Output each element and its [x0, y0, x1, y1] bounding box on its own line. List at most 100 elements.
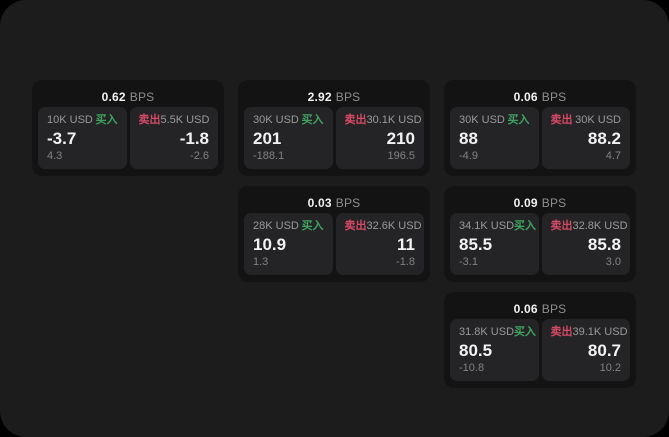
buy-side-label: 买入	[301, 114, 324, 126]
sell-notional: 32.6K USD	[366, 220, 422, 232]
bps-unit-label: BPS	[541, 301, 567, 316]
quote-card: 0.06 BPS 31.8K USD 买入 80.5 -10.8 卖出 39.1…	[444, 292, 636, 388]
sell-notional: 39.1K USD	[572, 326, 628, 338]
sell-sub-value: 196.5	[387, 150, 415, 162]
quote-column: 0.62 BPS 10K USD 买入 -3.7 4.3 卖出 5.5K USD…	[32, 80, 224, 176]
quote-panes: 31.8K USD 买入 80.5 -10.8 卖出 39.1K USD 80.…	[450, 319, 630, 381]
sell-pane-top: 卖出 32.6K USD	[344, 220, 422, 232]
bps-value: 2.92	[307, 89, 332, 104]
buy-main-value: 201	[253, 129, 282, 148]
sell-sub-value: -2.6	[190, 150, 209, 162]
buy-pane-top: 34.1K USD 买入	[459, 220, 536, 232]
sell-main-value: -1.8	[179, 129, 209, 148]
sell-notional: 30K USD	[575, 114, 621, 126]
sell-pane[interactable]: 卖出 30.1K USD 210 196.5	[335, 107, 424, 169]
buy-pane-top: 10K USD 买入	[47, 115, 118, 126]
buy-sub-value: 4.3	[47, 150, 63, 162]
buy-sub-value: 1.3	[253, 256, 269, 268]
quote-column: 2.92 BPS 30K USD 买入 201 -188.1 卖出 30.1K …	[238, 80, 430, 282]
bps-value: 0.09	[513, 195, 538, 210]
buy-side-label: 买入	[301, 220, 324, 232]
bps-value: 0.06	[513, 301, 538, 316]
sell-pane-top: 卖出 39.1K USD	[550, 326, 628, 338]
quote-panes: 30K USD 买入 88 -4.9 卖出 30K USD 88.2 4.7	[450, 107, 630, 169]
quote-card: 0.62 BPS 10K USD 买入 -3.7 4.3 卖出 5.5K USD…	[32, 80, 224, 176]
sell-pane-top: 卖出 30K USD	[551, 115, 622, 126]
card-header: 0.09 BPS	[450, 192, 630, 213]
quote-panes: 34.1K USD 买入 85.5 -3.1 卖出 32.8K USD 85.8…	[450, 213, 630, 275]
sell-sub-value: 3.0	[605, 256, 621, 268]
buy-notional: 34.1K USD	[459, 220, 515, 232]
sell-main-value: 11	[397, 235, 415, 254]
quote-column: 0.06 BPS 30K USD 买入 88 -4.9 卖出 30K USD 8…	[444, 80, 636, 388]
sell-pane[interactable]: 卖出 5.5K USD -1.8 -2.6	[129, 107, 218, 169]
buy-pane-top: 31.8K USD 买入	[459, 326, 536, 338]
quote-grid: 0.62 BPS 10K USD 买入 -3.7 4.3 卖出 5.5K USD…	[32, 80, 636, 388]
sell-main-value: 210	[386, 129, 415, 148]
sell-side-label: 卖出	[550, 220, 573, 232]
bps-unit-label: BPS	[335, 89, 361, 104]
sell-side-label: 卖出	[550, 326, 573, 338]
buy-side-label: 买入	[514, 220, 537, 232]
sell-notional: 30.1K USD	[366, 114, 422, 126]
buy-pane[interactable]: 10K USD 买入 -3.7 4.3	[38, 107, 127, 169]
sell-main-value: 80.7	[587, 341, 621, 360]
bps-unit-label: BPS	[335, 195, 361, 210]
bps-value: 0.03	[307, 195, 332, 210]
quote-panes: 10K USD 买入 -3.7 4.3 卖出 5.5K USD -1.8 -2.…	[38, 107, 218, 169]
card-header: 0.06 BPS	[450, 86, 630, 107]
buy-sub-value: -188.1	[253, 150, 285, 162]
quote-card: 0.09 BPS 34.1K USD 买入 85.5 -3.1 卖出 32.8K…	[444, 186, 636, 282]
buy-sub-value: -4.9	[459, 150, 478, 162]
sell-pane[interactable]: 卖出 32.6K USD 11 -1.8	[335, 213, 424, 275]
buy-notional: 10K USD	[47, 114, 93, 126]
sell-pane-top: 卖出 30.1K USD	[344, 114, 422, 126]
bps-unit-label: BPS	[541, 195, 567, 210]
buy-sub-value: -3.1	[459, 256, 478, 268]
sell-side-label: 卖出	[344, 220, 367, 232]
buy-notional: 31.8K USD	[459, 326, 515, 338]
sell-notional: 5.5K USD	[160, 114, 210, 126]
sell-pane-top: 卖出 5.5K USD	[139, 115, 210, 126]
buy-pane-top: 28K USD 买入	[253, 221, 324, 232]
sell-pane[interactable]: 卖出 30K USD 88.2 4.7	[541, 107, 630, 169]
quote-panes: 30K USD 买入 201 -188.1 卖出 30.1K USD 210 1…	[244, 107, 424, 169]
sell-side-label: 卖出	[344, 114, 367, 126]
bps-unit-label: BPS	[129, 89, 155, 104]
buy-side-label: 买入	[95, 114, 118, 126]
buy-pane-top: 30K USD 买入	[253, 115, 324, 126]
buy-main-value: 85.5	[459, 235, 493, 254]
sell-pane[interactable]: 卖出 39.1K USD 80.7 10.2	[541, 319, 630, 381]
buy-pane[interactable]: 30K USD 买入 88 -4.9	[450, 107, 539, 169]
sell-sub-value: -1.8	[396, 256, 415, 268]
buy-pane[interactable]: 30K USD 买入 201 -188.1	[244, 107, 333, 169]
buy-side-label: 买入	[514, 326, 537, 338]
buy-pane[interactable]: 34.1K USD 买入 85.5 -3.1	[450, 213, 539, 275]
sell-side-label: 卖出	[138, 114, 161, 126]
sell-main-value: 85.8	[587, 235, 621, 254]
buy-main-value: -3.7	[47, 129, 77, 148]
sell-pane-top: 卖出 32.8K USD	[550, 220, 628, 232]
buy-notional: 30K USD	[459, 114, 505, 126]
bps-unit-label: BPS	[541, 89, 567, 104]
quote-card: 0.03 BPS 28K USD 买入 10.9 1.3 卖出 32.6K US…	[238, 186, 430, 282]
card-header: 0.06 BPS	[450, 298, 630, 319]
buy-main-value: 10.9	[253, 235, 287, 254]
bps-value: 0.62	[101, 89, 126, 104]
buy-side-label: 买入	[507, 114, 530, 126]
buy-sub-value: -10.8	[459, 362, 485, 374]
sell-notional: 32.8K USD	[572, 220, 628, 232]
buy-pane-top: 30K USD 买入	[459, 115, 530, 126]
quote-card: 0.06 BPS 30K USD 买入 88 -4.9 卖出 30K USD 8…	[444, 80, 636, 176]
buy-pane[interactable]: 31.8K USD 买入 80.5 -10.8	[450, 319, 539, 381]
quote-panes: 28K USD 买入 10.9 1.3 卖出 32.6K USD 11 -1.8	[244, 213, 424, 275]
quote-card: 2.92 BPS 30K USD 买入 201 -188.1 卖出 30.1K …	[238, 80, 430, 176]
sell-pane[interactable]: 卖出 32.8K USD 85.8 3.0	[541, 213, 630, 275]
card-header: 0.03 BPS	[244, 192, 424, 213]
bps-value: 0.06	[513, 89, 538, 104]
sell-sub-value: 10.2	[599, 362, 621, 374]
card-header: 0.62 BPS	[38, 86, 218, 107]
sell-side-label: 卖出	[550, 114, 573, 126]
buy-pane[interactable]: 28K USD 买入 10.9 1.3	[244, 213, 333, 275]
